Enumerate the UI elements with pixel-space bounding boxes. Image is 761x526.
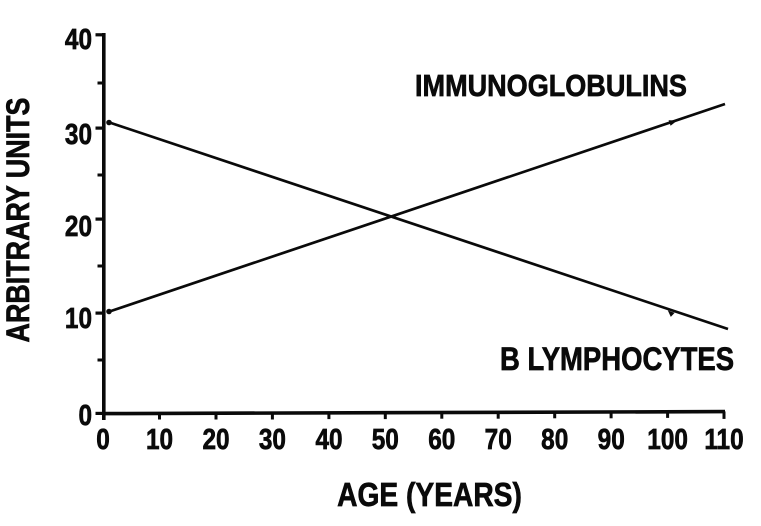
svg-text:30: 30: [65, 118, 92, 150]
svg-text:70: 70: [485, 423, 512, 455]
svg-text:AGE (YEARS): AGE (YEARS): [337, 476, 522, 514]
svg-text:30: 30: [259, 423, 286, 455]
svg-text:IMMUNOGLOBULINS: IMMUNOGLOBULINS: [415, 69, 687, 103]
svg-text:50: 50: [372, 423, 399, 455]
svg-text:0: 0: [78, 399, 92, 431]
svg-text:60: 60: [428, 423, 455, 455]
svg-text:40: 40: [315, 423, 342, 455]
svg-text:B LYMPHOCYTES: B LYMPHOCYTES: [500, 342, 734, 377]
svg-text:40: 40: [65, 23, 92, 55]
svg-text:20: 20: [65, 210, 92, 242]
svg-text:ARBITRARY UNITS: ARBITRARY UNITS: [1, 98, 37, 343]
svg-text:90: 90: [598, 423, 625, 455]
svg-text:10: 10: [146, 423, 173, 455]
svg-text:80: 80: [541, 423, 568, 455]
svg-text:0: 0: [96, 423, 110, 455]
svg-text:20: 20: [202, 423, 229, 455]
svg-text:10: 10: [65, 302, 92, 334]
svg-text:110: 110: [704, 423, 743, 455]
svg-text:100: 100: [647, 423, 688, 455]
